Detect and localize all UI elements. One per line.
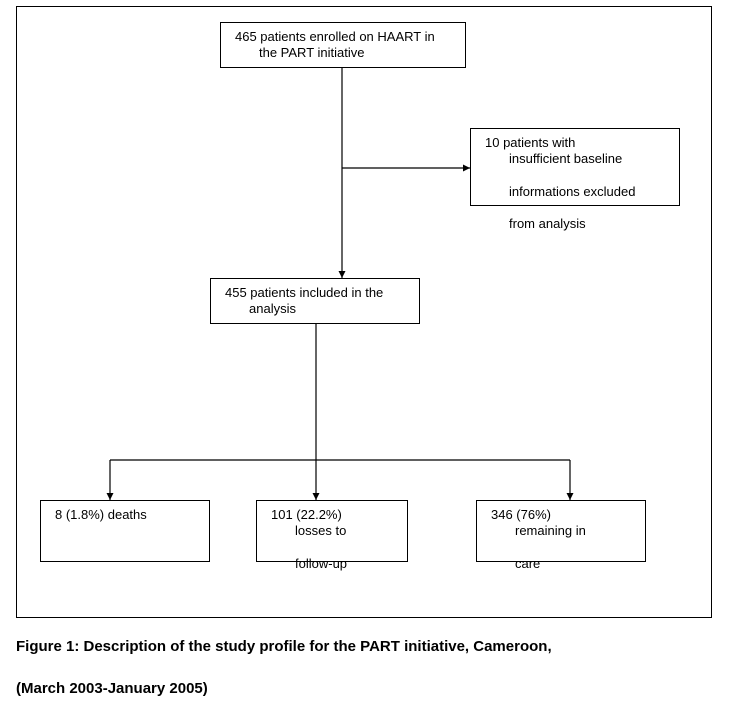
- node-losses: 101 (22.2%) losses to follow-up: [256, 500, 408, 562]
- node-excluded-line2: insufficient baseline: [485, 151, 669, 167]
- node-excluded: 10 patients with insufficient baseline i…: [470, 128, 680, 206]
- figure-caption-line2: (March 2003-January 2005): [16, 680, 208, 697]
- node-remaining-line1: 346 (76%): [491, 507, 551, 522]
- node-losses-line1: 101 (22.2%): [271, 507, 342, 522]
- node-remaining-line2: remaining in: [491, 523, 635, 539]
- node-losses-line3: follow-up: [271, 556, 397, 572]
- node-included-line1: 455 patients included in the: [225, 285, 383, 300]
- node-deaths-line1: 8 (1.8%) deaths: [55, 507, 147, 522]
- figure-caption-line1: Figure 1: Description of the study profi…: [16, 638, 552, 655]
- node-enrolled-line1: 465 patients enrolled on HAART in: [235, 29, 435, 44]
- node-losses-line2: losses to: [271, 523, 397, 539]
- node-included-line2: analysis: [225, 301, 409, 317]
- node-enrolled-line2: the PART initiative: [235, 45, 455, 61]
- node-deaths: 8 (1.8%) deaths: [40, 500, 210, 562]
- node-remaining-line3: care: [491, 556, 635, 572]
- node-excluded-line4: from analysis: [485, 216, 669, 232]
- node-enrolled: 465 patients enrolled on HAART in the PA…: [220, 22, 466, 68]
- node-excluded-line1: 10 patients with: [485, 135, 575, 150]
- node-excluded-line3: informations excluded: [485, 184, 669, 200]
- node-remaining: 346 (76%) remaining in care: [476, 500, 646, 562]
- flowchart-canvas: 465 patients enrolled on HAART in the PA…: [0, 0, 735, 713]
- node-included: 455 patients included in the analysis: [210, 278, 420, 324]
